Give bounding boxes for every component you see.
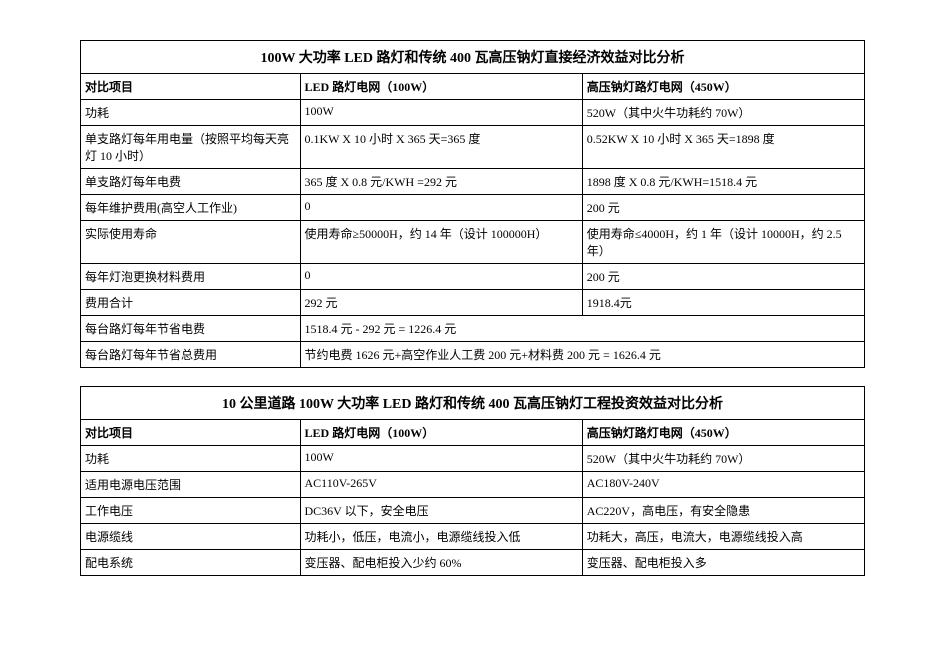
cell: 200 元 [582,195,864,221]
cell: 520W（其中火牛功耗约 70W） [582,100,864,126]
cell: 费用合计 [81,290,301,316]
table-row: 每台路灯每年节省电费 1518.4 元 - 292 元 = 1226.4 元 [81,316,865,342]
cell: 变压器、配电柜投入多 [582,550,864,576]
cell: 功耗大，高压，电流大，电源缆线投入高 [582,524,864,550]
cell: 292 元 [300,290,582,316]
cell: 0.1KW X 10 小时 X 365 天=365 度 [300,126,582,169]
table-row: 费用合计 292 元 1918.4元 [81,290,865,316]
cell: 每台路灯每年节省电费 [81,316,301,342]
cell: 0 [300,195,582,221]
cell: 每年维护费用(高空人工作业) [81,195,301,221]
table-row: 配电系统 变压器、配电柜投入少约 60% 变压器、配电柜投入多 [81,550,865,576]
cell: 变压器、配电柜投入少约 60% [300,550,582,576]
cell: 100W [300,100,582,126]
cell: 使用寿命≤4000H，约 1 年（设计 10000H，约 2.5 年） [582,221,864,264]
document-page: 100W 大功率 LED 路灯和传统 400 瓦高压钠灯直接经济效益对比分析 对… [0,0,945,634]
cell: 每年灯泡更换材料费用 [81,264,301,290]
cell: 配电系统 [81,550,301,576]
cell: 0.52KW X 10 小时 X 365 天=1898 度 [582,126,864,169]
table-row: 功耗 100W 520W（其中火牛功耗约 70W） [81,446,865,472]
table-2-title: 10 公里道路 100W 大功率 LED 路灯和传统 400 瓦高压钠灯工程投资… [81,387,865,420]
cell: 1898 度 X 0.8 元/KWH=1518.4 元 [582,169,864,195]
cell: 实际使用寿命 [81,221,301,264]
cell: 使用寿命≥50000H，约 14 年（设计 100000H） [300,221,582,264]
table-title-row: 10 公里道路 100W 大功率 LED 路灯和传统 400 瓦高压钠灯工程投资… [81,387,865,420]
comparison-table-1: 100W 大功率 LED 路灯和传统 400 瓦高压钠灯直接经济效益对比分析 对… [80,40,865,368]
col-header: LED 路灯电网（100W） [300,420,582,446]
col-header: 高压钠灯路灯电网（450W） [582,74,864,100]
cell: 1918.4元 [582,290,864,316]
cell: DC36V 以下，安全电压 [300,498,582,524]
table-header-row: 对比项目 LED 路灯电网（100W） 高压钠灯路灯电网（450W） [81,420,865,446]
table-title-row: 100W 大功率 LED 路灯和传统 400 瓦高压钠灯直接经济效益对比分析 [81,41,865,74]
table-row: 工作电压 DC36V 以下，安全电压 AC220V，高电压，有安全隐患 [81,498,865,524]
table-row: 每年维护费用(高空人工作业) 0 200 元 [81,195,865,221]
cell: 100W [300,446,582,472]
table-row: 实际使用寿命 使用寿命≥50000H，约 14 年（设计 100000H） 使用… [81,221,865,264]
col-header: LED 路灯电网（100W） [300,74,582,100]
cell: 单支路灯每年电费 [81,169,301,195]
col-header: 对比项目 [81,420,301,446]
cell: 200 元 [582,264,864,290]
comparison-table-2: 10 公里道路 100W 大功率 LED 路灯和传统 400 瓦高压钠灯工程投资… [80,386,865,576]
cell: 电源缆线 [81,524,301,550]
table-row: 每台路灯每年节省总费用 节约电费 1626 元+高空作业人工费 200 元+材料… [81,342,865,368]
table-row: 每年灯泡更换材料费用 0 200 元 [81,264,865,290]
cell: AC180V-240V [582,472,864,498]
table-row: 单支路灯每年电费 365 度 X 0.8 元/KWH =292 元 1898 度… [81,169,865,195]
table-header-row: 对比项目 LED 路灯电网（100W） 高压钠灯路灯电网（450W） [81,74,865,100]
table-row: 电源缆线 功耗小，低压，电流小，电源缆线投入低 功耗大，高压，电流大，电源缆线投… [81,524,865,550]
table-row: 单支路灯每年用电量（按照平均每天亮灯 10 小时） 0.1KW X 10 小时 … [81,126,865,169]
cell: 适用电源电压范围 [81,472,301,498]
cell: 单支路灯每年用电量（按照平均每天亮灯 10 小时） [81,126,301,169]
table-1-title: 100W 大功率 LED 路灯和传统 400 瓦高压钠灯直接经济效益对比分析 [81,41,865,74]
cell-merged: 节约电费 1626 元+高空作业人工费 200 元+材料费 200 元 = 16… [300,342,864,368]
col-header: 高压钠灯路灯电网（450W） [582,420,864,446]
cell-merged: 1518.4 元 - 292 元 = 1226.4 元 [300,316,864,342]
cell: AC220V，高电压，有安全隐患 [582,498,864,524]
table-row: 功耗 100W 520W（其中火牛功耗约 70W） [81,100,865,126]
cell: 功耗 [81,100,301,126]
cell: AC110V-265V [300,472,582,498]
cell: 每台路灯每年节省总费用 [81,342,301,368]
cell: 520W（其中火牛功耗约 70W） [582,446,864,472]
cell: 功耗 [81,446,301,472]
col-header: 对比项目 [81,74,301,100]
cell: 0 [300,264,582,290]
cell: 365 度 X 0.8 元/KWH =292 元 [300,169,582,195]
table-row: 适用电源电压范围 AC110V-265V AC180V-240V [81,472,865,498]
cell: 功耗小，低压，电流小，电源缆线投入低 [300,524,582,550]
cell: 工作电压 [81,498,301,524]
